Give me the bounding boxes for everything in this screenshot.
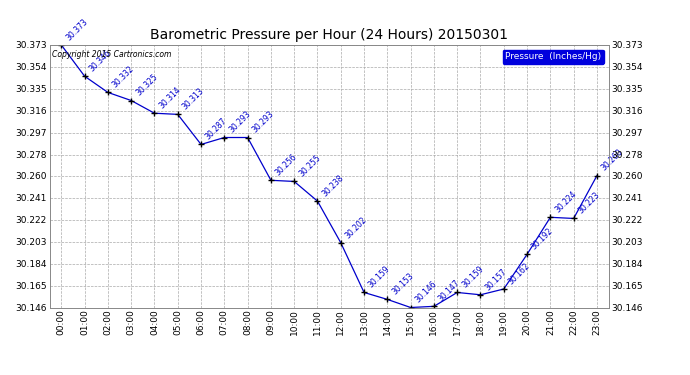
Text: 30.147: 30.147 — [437, 278, 462, 304]
Text: 30.314: 30.314 — [157, 85, 182, 111]
Text: 30.157: 30.157 — [483, 267, 509, 292]
Legend: Pressure  (Inches/Hg): Pressure (Inches/Hg) — [502, 50, 604, 64]
Text: 30.202: 30.202 — [344, 215, 368, 240]
Text: 30.293: 30.293 — [227, 110, 253, 135]
Text: 30.153: 30.153 — [390, 272, 415, 297]
Text: 30.373: 30.373 — [64, 17, 90, 42]
Text: 30.325: 30.325 — [134, 72, 159, 98]
Text: 30.293: 30.293 — [250, 110, 275, 135]
Text: Copyright 2015 Cartronics.com: Copyright 2015 Cartronics.com — [52, 50, 172, 59]
Text: 30.192: 30.192 — [530, 226, 555, 252]
Text: 30.346: 30.346 — [88, 48, 112, 74]
Text: 30.159: 30.159 — [460, 264, 485, 290]
Text: 30.159: 30.159 — [367, 264, 392, 290]
Text: 30.313: 30.313 — [181, 86, 206, 112]
Text: 30.255: 30.255 — [297, 153, 322, 178]
Text: 30.224: 30.224 — [553, 189, 578, 214]
Text: 30.238: 30.238 — [320, 173, 346, 198]
Text: 30.287: 30.287 — [204, 117, 229, 142]
Text: 30.223: 30.223 — [576, 190, 602, 216]
Text: 30.162: 30.162 — [506, 261, 532, 286]
Text: 30.260: 30.260 — [600, 148, 625, 173]
Text: 30.256: 30.256 — [274, 152, 299, 177]
Text: 30.146: 30.146 — [413, 279, 439, 305]
Title: Barometric Pressure per Hour (24 Hours) 20150301: Barometric Pressure per Hour (24 Hours) … — [150, 28, 508, 42]
Text: 30.332: 30.332 — [110, 64, 136, 90]
